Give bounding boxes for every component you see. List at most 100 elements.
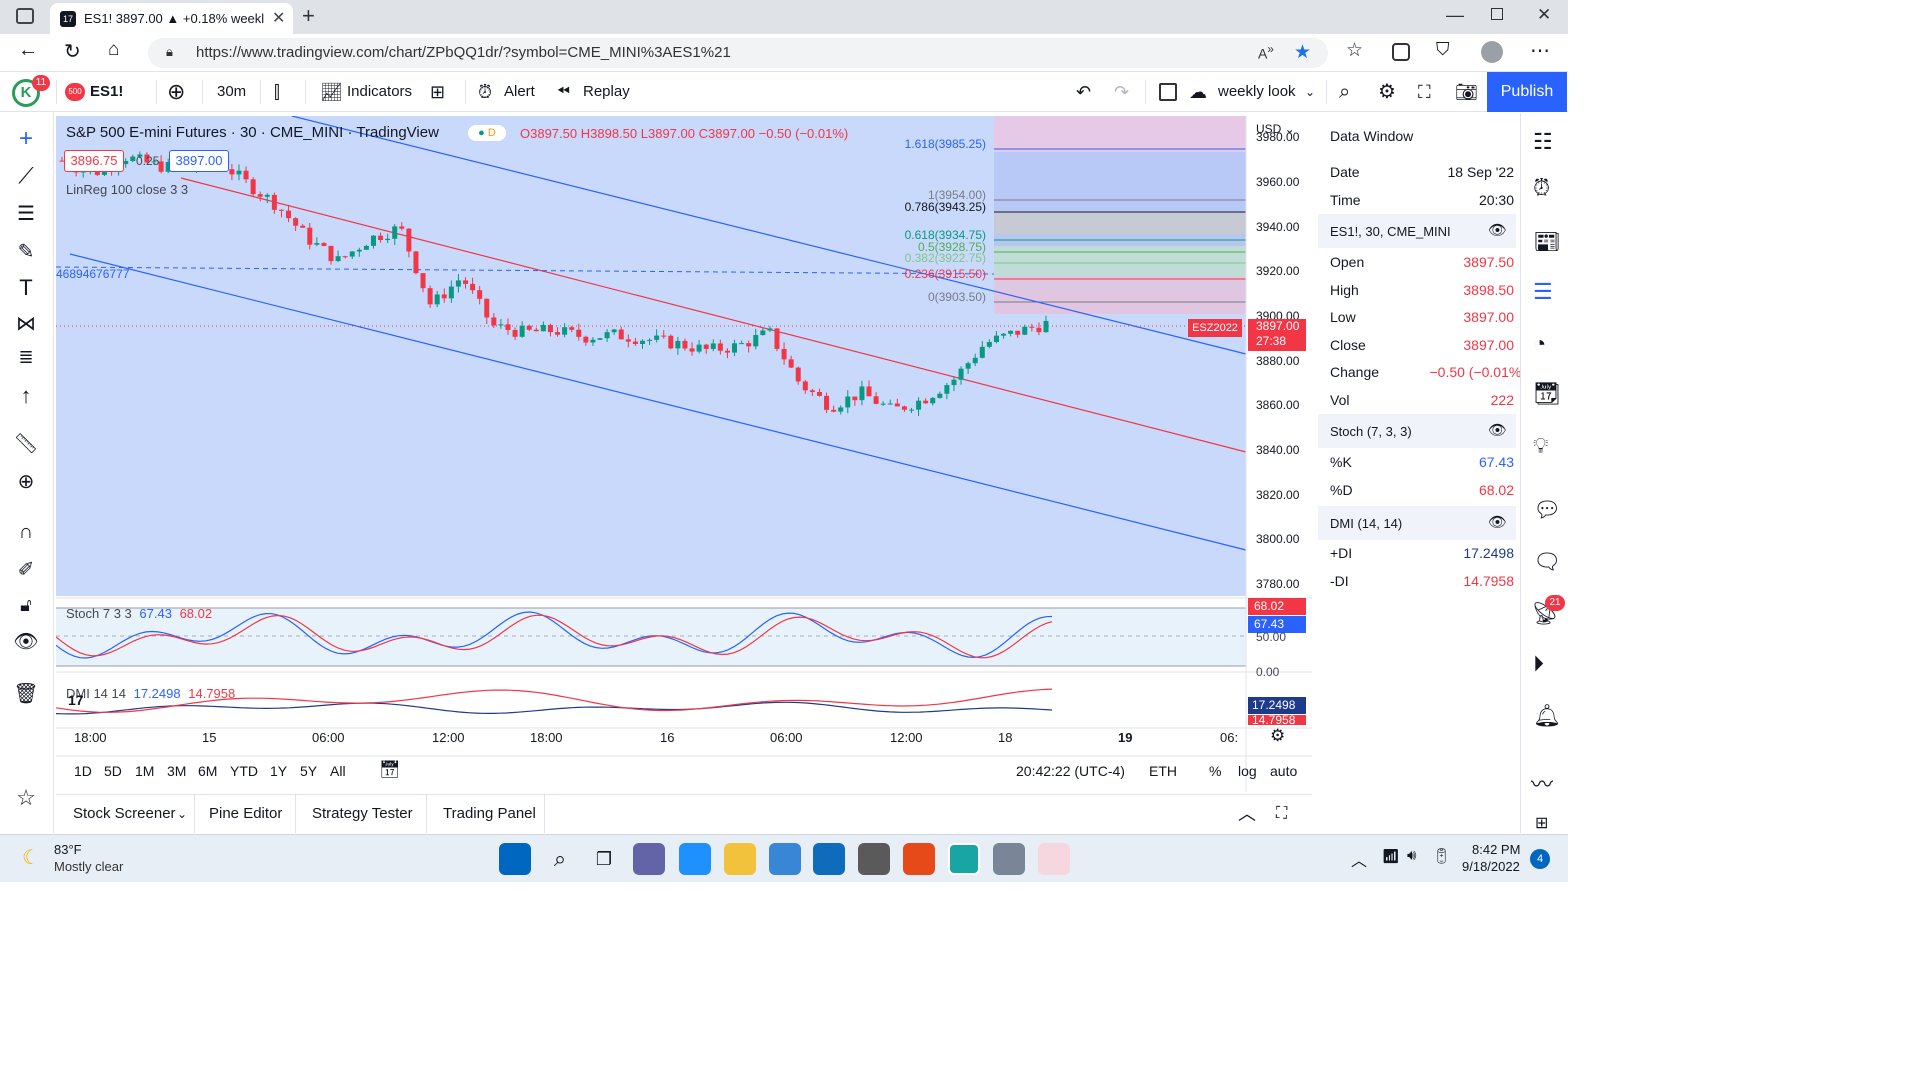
tab-close-icon[interactable]: ✕ xyxy=(272,10,286,27)
templates-icon[interactable]: ⊞ xyxy=(430,82,446,102)
clock-date[interactable]: 9/18/2022 xyxy=(1462,859,1520,874)
mail-icon[interactable] xyxy=(813,843,845,875)
clock-time[interactable]: 8:42 PM xyxy=(1472,842,1521,857)
address-bar[interactable]: 🔒︎ https://www.tradingview.com/chart/ZPb… xyxy=(148,38,1328,68)
range-button-1d[interactable]: 1D xyxy=(74,763,92,779)
settings-icon[interactable] xyxy=(993,843,1025,875)
app-grid-icon[interactable] xyxy=(769,843,801,875)
layout-chevron-down-icon[interactable]: ⌄ xyxy=(1305,85,1316,99)
currency-selector[interactable]: USD ⌄ xyxy=(1256,122,1295,136)
store-icon[interactable] xyxy=(679,843,711,875)
layout-name-button[interactable]: weekly look xyxy=(1218,83,1296,100)
log-toggle[interactable]: log xyxy=(1238,763,1257,779)
pattern-tool-icon[interactable]: ⋈ xyxy=(16,313,36,335)
calendar-icon[interactable]: 📆︎ xyxy=(1533,381,1561,406)
zoom-in-icon[interactable]: ⊕ xyxy=(17,471,35,493)
favorite-star-icon[interactable]: ★ xyxy=(1294,42,1312,63)
watchlist-star-icon[interactable]: ☆ xyxy=(16,785,36,810)
more-menu-icon[interactable]: ⋯ xyxy=(1530,40,1550,62)
maximize-icon[interactable] xyxy=(1491,8,1503,20)
range-button-5y[interactable]: 5Y xyxy=(300,763,318,779)
sell-price-button[interactable]: 3896.75 xyxy=(64,150,124,172)
fib-retracement-icon[interactable]: ☰ xyxy=(17,203,35,225)
hotlists-icon[interactable]: ◔ xyxy=(1533,331,1547,356)
status-clock[interactable]: 20:42:22 (UTC-4) xyxy=(1016,763,1125,779)
stay-in-drawing-icon[interactable]: ✐ xyxy=(17,559,35,581)
tray-chevron-up-icon[interactable]: ︿ xyxy=(1351,853,1368,870)
more-icon[interactable]: ⊞ xyxy=(1535,815,1549,832)
redo-icon[interactable]: ↷ xyxy=(1114,82,1130,102)
publish-button[interactable]: Publish xyxy=(1487,72,1567,112)
order-panel-icon[interactable]: 〰 xyxy=(1531,772,1554,797)
refresh-icon[interactable]: ↻ xyxy=(64,41,81,63)
eye-icon[interactable]: 👁︎ xyxy=(1488,422,1508,439)
favorites-icon[interactable]: ☆ xyxy=(1346,40,1364,61)
crosshair-icon[interactable]: + xyxy=(18,125,33,152)
watchlist-icon[interactable]: ☷ xyxy=(1533,129,1553,154)
chart-canvas[interactable] xyxy=(56,116,1312,792)
tab-trading-panel[interactable]: Trading Panel xyxy=(443,805,536,822)
battery-icon[interactable]: 🔋︎ xyxy=(1432,848,1452,865)
auto-toggle[interactable]: auto xyxy=(1270,763,1298,779)
magnet-icon[interactable]: ∩ xyxy=(18,521,34,543)
chart-legend-title[interactable]: S&P 500 E-mini Futures · 30 · CME_MINI ·… xyxy=(66,124,439,141)
browser-tab[interactable]: 17 ES1! 3897.00 ▲ +0.18% weekly lo ✕ xyxy=(50,3,293,34)
ideas-bulb-icon[interactable]: 💡︎ xyxy=(1533,433,1549,458)
edge-browser-icon[interactable] xyxy=(948,843,980,875)
office-icon[interactable] xyxy=(903,843,935,875)
lock-drawings-icon[interactable]: 🔓︎ xyxy=(20,595,32,615)
dw-section-dmi[interactable]: DMI (14, 14) 👁︎ xyxy=(1318,506,1516,540)
range-button-1m[interactable]: 1M xyxy=(135,763,155,779)
notification-count-badge[interactable]: 4 xyxy=(1530,849,1550,869)
dw-section-stoch[interactable]: Stoch (7, 3, 3) 👁︎ xyxy=(1318,414,1516,448)
live-play-icon[interactable]: ⏵︎ xyxy=(1533,651,1545,676)
range-button-ytd[interactable]: YTD xyxy=(230,763,258,779)
extensions-icon[interactable]: ⛉ xyxy=(1436,39,1450,59)
alerts-clock-icon[interactable]: ⏰︎ xyxy=(1533,175,1551,200)
snapshot-camera-icon[interactable]: 📷︎ xyxy=(1455,82,1478,102)
snipping-tool-icon[interactable] xyxy=(1038,843,1070,875)
compare-add-icon[interactable]: ⊕ xyxy=(167,79,186,104)
start-windows-icon[interactable] xyxy=(499,843,531,875)
tab-actions-icon[interactable] xyxy=(16,8,34,24)
file-explorer-icon[interactable] xyxy=(724,843,756,875)
tab-stock-screener[interactable]: Stock Screener xyxy=(73,805,176,822)
brush-icon[interactable]: ✎ xyxy=(17,241,35,263)
goto-date-icon[interactable]: 📅︎ xyxy=(379,760,401,779)
arrow-up-icon[interactable]: ↑ xyxy=(20,383,32,408)
linreg-legend[interactable]: LinReg 100 close 3 3 xyxy=(66,182,189,197)
fullscreen-icon[interactable]: ⛶ xyxy=(1418,82,1431,102)
search-icon[interactable]: ⌕ xyxy=(1339,81,1351,103)
collapse-panel-icon[interactable]: ︿ xyxy=(1238,804,1256,824)
back-icon[interactable]: ← xyxy=(18,39,38,61)
read-aloud-icon[interactable]: A» xyxy=(1258,43,1274,62)
layout-toggle-icon[interactable] xyxy=(1159,83,1177,101)
minimize-icon[interactable]: — xyxy=(1446,5,1464,25)
notifications-bell-icon[interactable]: 🔔︎ xyxy=(1533,703,1561,728)
replay-button[interactable]: Replay xyxy=(583,83,630,100)
eye-icon[interactable]: 👁︎ xyxy=(1488,514,1508,531)
prediction-tool-icon[interactable]: ≣ xyxy=(18,347,34,367)
profile-avatar[interactable] xyxy=(1481,41,1503,63)
range-button-3m[interactable]: 3M xyxy=(167,763,187,779)
chart-pane[interactable]: S&P 500 E-mini Futures · 30 · CME_MINI ·… xyxy=(56,116,1312,792)
weather-desc[interactable]: Mostly clear xyxy=(54,859,124,874)
alert-button[interactable]: Alert xyxy=(504,83,535,100)
new-tab-icon[interactable]: + xyxy=(302,3,315,28)
range-button-6m[interactable]: 6M xyxy=(198,763,218,779)
tab-pine-editor[interactable]: Pine Editor xyxy=(209,805,283,822)
collections-icon[interactable] xyxy=(1392,43,1410,61)
stoch-legend[interactable]: Stoch 7 3 3 67.43 68.02 xyxy=(66,606,212,621)
chart-type-icon[interactable]: ⫿ xyxy=(274,82,280,102)
buy-price-button[interactable]: 3897.00 xyxy=(169,150,229,172)
trend-line-icon[interactable]: ⟋ xyxy=(18,163,34,188)
session-toggle[interactable]: ETH xyxy=(1149,763,1177,779)
screener-chevron-down-icon[interactable]: ⌄ xyxy=(177,807,188,821)
news-icon[interactable]: 📰︎ xyxy=(1533,229,1561,254)
range-button-5d[interactable]: 5D xyxy=(104,763,122,779)
settings-gear-icon[interactable]: ⚙ xyxy=(1378,81,1396,103)
range-button-1y[interactable]: 1Y xyxy=(270,763,288,779)
taskbar-search-icon[interactable]: ⌕ xyxy=(553,846,567,871)
data-window-icon[interactable]: ☰ xyxy=(1533,279,1553,304)
undo-icon[interactable]: ↶ xyxy=(1076,82,1092,102)
